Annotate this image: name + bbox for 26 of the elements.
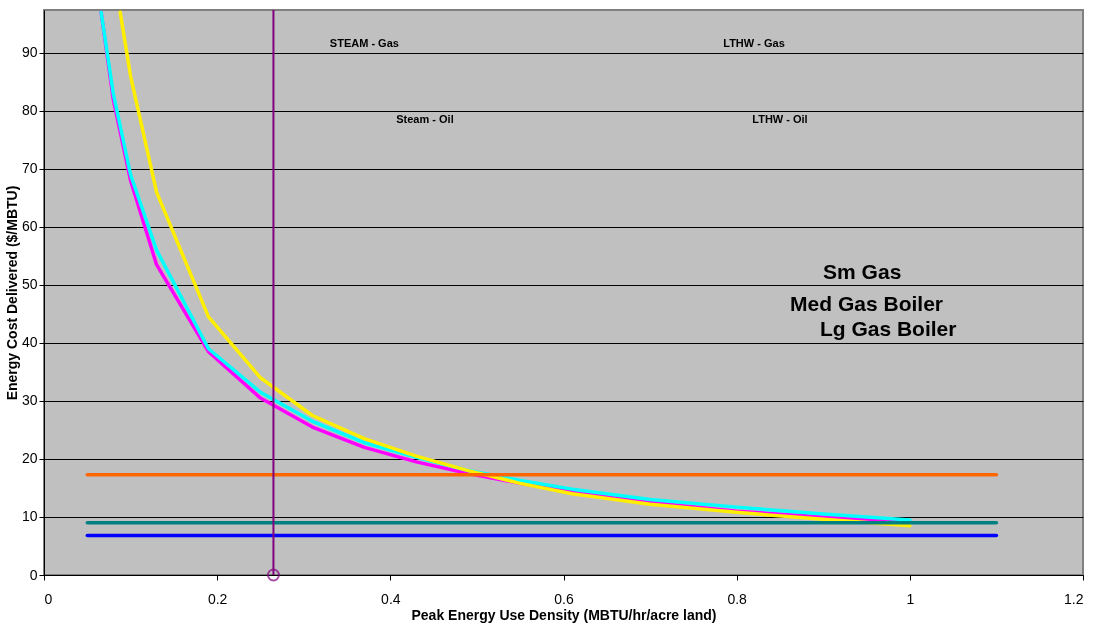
y-tick-label: 80 (21, 102, 38, 119)
x-tick-label: 0.4 (381, 590, 401, 607)
y-tick-label: 10 (21, 508, 38, 525)
y-axis-title: Energy Cost Delivered ($/MBTU) (3, 185, 20, 401)
y-tick-label: 50 (21, 276, 38, 293)
y-tick-label: 70 (21, 160, 38, 177)
y-tick-label: 30 (21, 392, 38, 409)
annotation: LTHW - Oil (752, 112, 808, 125)
annotation: Med Gas Boiler (790, 292, 943, 316)
y-tick-label: 20 (21, 450, 38, 467)
annotation: Sm Gas (823, 260, 902, 284)
annotation: Steam - Oil (396, 112, 454, 125)
x-tick-label: 1.2 (1064, 590, 1084, 607)
x-axis-title: Peak Energy Use Density (MBTU/hr/acre land) (411, 606, 717, 623)
annotation: Lg Gas Boiler (819, 316, 957, 340)
x-tick-label: 0.6 (554, 590, 574, 607)
y-tick-label: 40 (21, 334, 38, 351)
annotation: LTHW - Gas (723, 37, 785, 50)
y-tick-label: 60 (21, 218, 38, 235)
x-tick-label: 0 (44, 590, 53, 607)
x-tick-label: 0.2 (207, 590, 228, 607)
x-tick-label: 1 (906, 590, 915, 607)
annotation: STEAM - Gas (329, 37, 399, 50)
y-tick-label: 90 (21, 44, 38, 61)
y-tick-label: 0 (29, 566, 38, 583)
x-tick-label: 0.8 (727, 590, 748, 607)
